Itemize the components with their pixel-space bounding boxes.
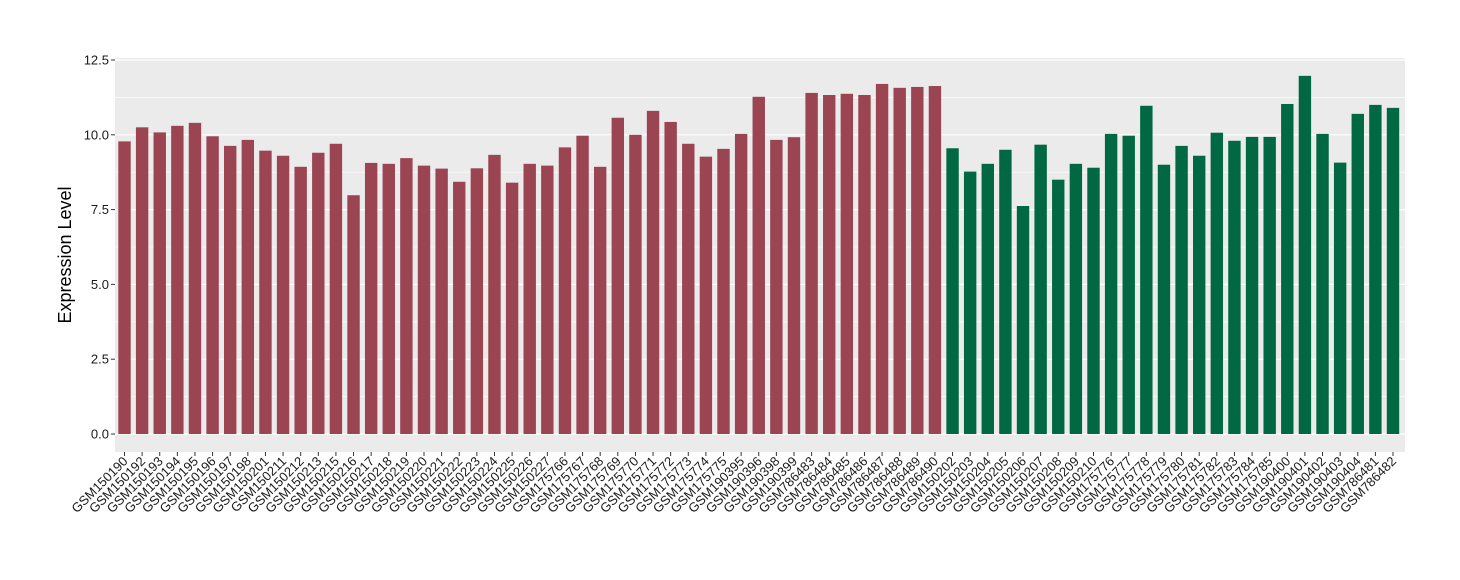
bar-gsm175769 (611, 117, 625, 434)
bar-gsm150222 (453, 181, 466, 434)
bar-gsm150205 (999, 149, 1012, 434)
bar-gsm150202 (946, 148, 959, 435)
bar-gsm190399 (787, 137, 801, 434)
bar-gsm190398 (770, 139, 783, 434)
bar-gsm150226 (523, 163, 536, 435)
bar-gsm175767 (576, 135, 589, 434)
bar-gsm150195 (188, 122, 202, 434)
y-tick-label: 0.0 (91, 427, 109, 442)
bar-gsm175781 (1193, 155, 1206, 434)
bar-gsm175775 (717, 148, 730, 434)
y-tick-label: 7.5 (91, 202, 109, 217)
y-axis: 0.0 2.5 5.0 7.5 10.0 12.5 (84, 53, 115, 442)
bar-gsm150207 (1034, 144, 1047, 435)
bar-gsm175777 (1122, 135, 1135, 434)
bar-gsm786487 (875, 83, 889, 434)
bars (118, 75, 1400, 435)
bar-gsm150201 (259, 150, 272, 434)
bar-gsm150220 (417, 165, 431, 434)
bar-gsm150204 (981, 163, 994, 435)
y-tick-label: 10.0 (84, 127, 109, 142)
bar-gsm190396 (752, 96, 765, 434)
bar-gsm175772 (664, 121, 677, 435)
bar-gsm150210 (1087, 167, 1100, 434)
bar-gsm150206 (1016, 206, 1030, 434)
bar-gsm150223 (470, 168, 484, 434)
bar-gsm786483 (805, 92, 818, 435)
bar-gsm190404 (1351, 113, 1364, 434)
bar-gsm190395 (734, 133, 748, 434)
bar-gsm175785 (1263, 136, 1276, 434)
bar-gsm150192 (135, 127, 149, 434)
bar-gsm786490 (928, 86, 942, 435)
y-tick-label: 12.5 (84, 53, 109, 68)
bar-gsm786486 (858, 95, 871, 434)
bar-gsm175774 (699, 156, 713, 434)
bar-gsm175778 (1140, 105, 1153, 435)
bar-gsm190402 (1316, 133, 1329, 434)
bar-gsm175780 (1175, 145, 1188, 434)
y-axis-title: Expression Level (55, 186, 75, 323)
bar-gsm150218 (382, 163, 395, 435)
bar-gsm175773 (682, 143, 695, 434)
bar-gsm786484 (823, 95, 836, 434)
bar-gsm150216 (347, 195, 360, 434)
bar-gsm175783 (1228, 140, 1241, 434)
bar-gsm175782 (1210, 132, 1224, 434)
y-tick-label: 2.5 (91, 352, 109, 367)
bar-gsm150212 (294, 166, 307, 435)
bar-gsm150211 (276, 155, 290, 434)
bar-gsm190401 (1298, 75, 1312, 434)
bar-gsm786488 (893, 87, 906, 435)
bar-gsm150193 (153, 132, 166, 434)
bar-gsm150217 (364, 162, 378, 434)
bar-gsm190403 (1333, 162, 1347, 434)
bar-gsm175770 (629, 134, 642, 435)
bar-gsm190400 (1281, 103, 1294, 435)
bar-gsm175768 (593, 166, 607, 435)
bar-gsm150224 (488, 154, 501, 434)
x-axis: GSM150190GSM150192GSM150193GSM150194GSM1… (68, 452, 1399, 516)
bar-gsm150194 (171, 125, 184, 434)
bar-gsm175784 (1245, 136, 1259, 434)
bar-gsm786482 (1386, 107, 1400, 434)
bar-gsm150203 (963, 171, 977, 434)
bar-gsm150227 (541, 165, 554, 434)
bar-gsm150198 (241, 139, 255, 434)
bar-gsm786489 (911, 86, 924, 434)
bar-gsm786485 (840, 93, 854, 434)
bar-gsm150209 (1069, 163, 1083, 435)
bar-gsm175779 (1157, 164, 1171, 434)
bar-gsm150213 (312, 152, 325, 434)
bar-gsm150190 (118, 141, 131, 435)
bar-gsm786481 (1369, 104, 1382, 434)
bar-gsm175771 (646, 110, 660, 434)
bar-gsm175776 (1104, 133, 1118, 434)
bar-gsm150197 (224, 145, 237, 434)
bar-gsm150208 (1052, 179, 1065, 434)
y-tick-label: 5.0 (91, 277, 109, 292)
bar-gsm150225 (505, 182, 519, 434)
bar-gsm150196 (206, 136, 219, 434)
bar-gsm175766 (558, 147, 572, 434)
bar-gsm150221 (435, 168, 448, 434)
bar-gsm150219 (400, 158, 413, 434)
bar-gsm150215 (329, 143, 343, 434)
